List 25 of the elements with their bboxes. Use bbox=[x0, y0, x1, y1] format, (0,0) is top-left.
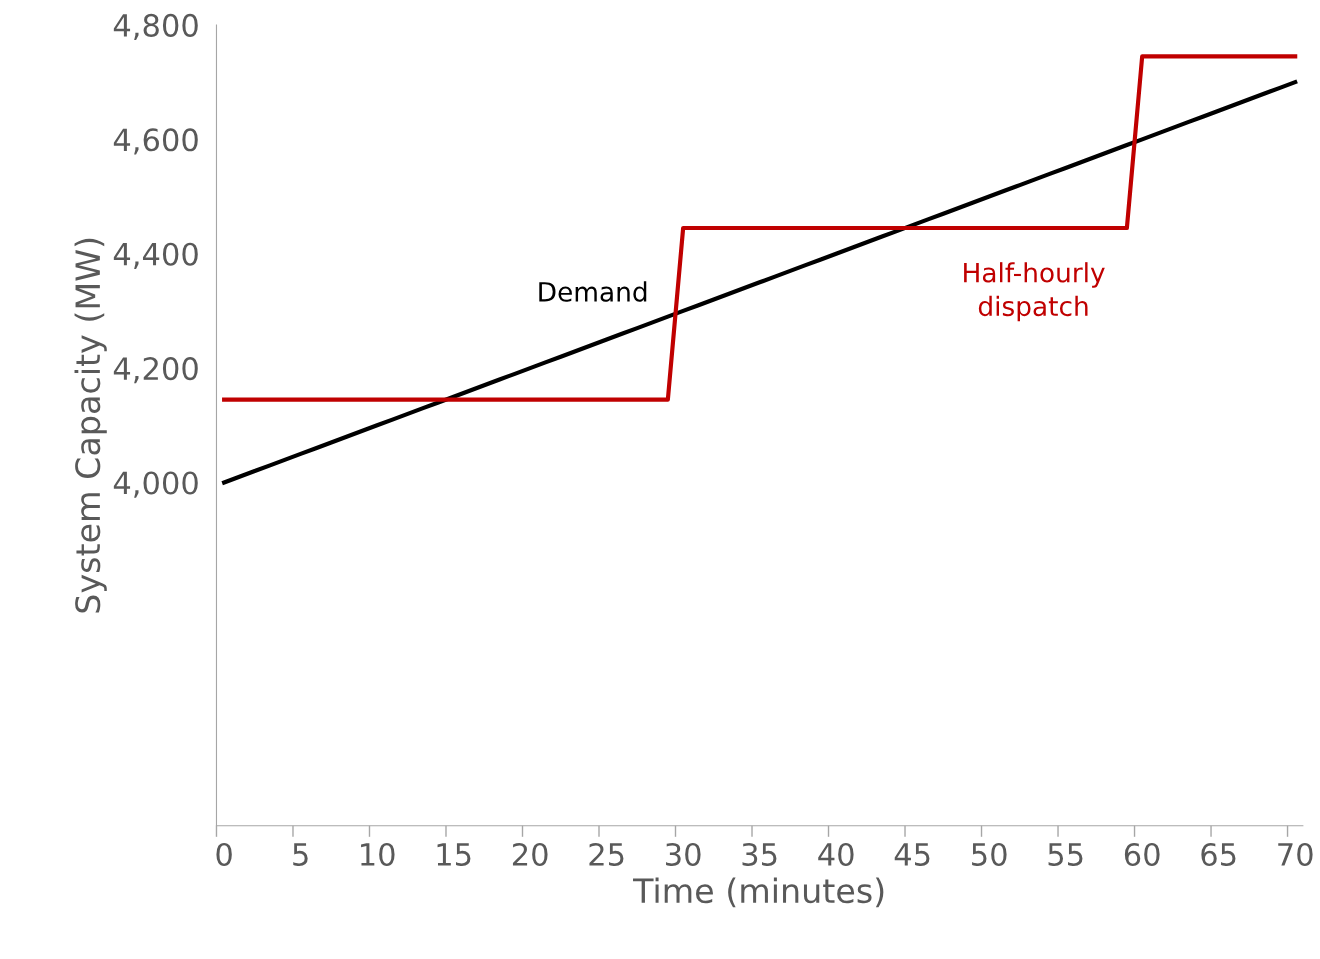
x-tick-label: 10 bbox=[361, 842, 395, 867]
x-tick-label: 0 bbox=[216, 842, 232, 867]
x-tick-label: 60 bbox=[1124, 842, 1160, 867]
x-tick-label: 15 bbox=[437, 843, 471, 867]
y-tick-label: 4,000 bbox=[113, 471, 198, 498]
x-tick-label: 25 bbox=[589, 842, 624, 867]
x-tick-label: 5 bbox=[293, 843, 308, 867]
y-tick-label: 4,200 bbox=[113, 357, 198, 384]
x-tick-label: 20 bbox=[512, 842, 548, 867]
x-tick-label: 40 bbox=[818, 842, 854, 867]
line-series bbox=[222, 80, 1298, 485]
x-tick-label: 55 bbox=[1048, 843, 1083, 867]
x-tick-label: 30 bbox=[666, 842, 701, 867]
x-tick-label: 45 bbox=[894, 843, 930, 867]
y-tick-label: 4,400 bbox=[113, 242, 198, 269]
y-tick-label: 4,800 bbox=[113, 13, 198, 41]
annotation: Half-hourly dispatch bbox=[964, 262, 1105, 322]
x-tick-label: 70 bbox=[1278, 842, 1313, 867]
x-tick-label: 50 bbox=[972, 842, 1007, 867]
y-tick-label: 4,600 bbox=[113, 128, 198, 155]
x-axis-title: Time (minutes) bbox=[633, 877, 884, 908]
annotation: Demand bbox=[539, 281, 647, 302]
x-tick-label: 35 bbox=[742, 842, 777, 867]
y-axis-title: System Capacity (MW) bbox=[74, 238, 107, 613]
x-tick-label: 65 bbox=[1201, 842, 1236, 867]
